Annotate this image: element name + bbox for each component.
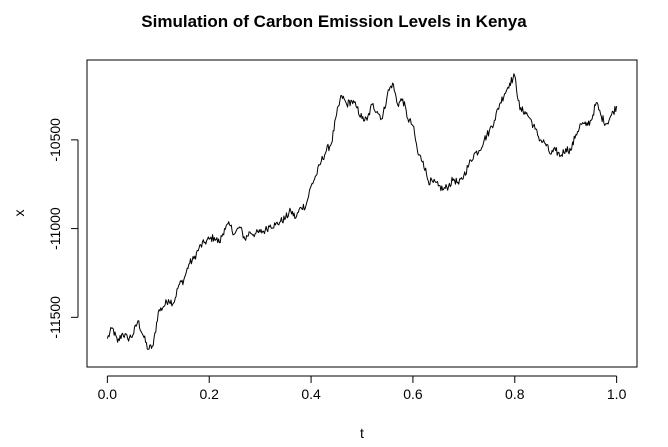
plot-frame [86,59,638,368]
x-tick-label: 0.0 [98,386,118,402]
x-tick-label: 0.6 [403,386,423,402]
x-axis: 0.0 0.2 0.4 0.6 0.8 1.0 [98,375,627,402]
series-line [106,73,618,350]
x-tick-label: 0.2 [199,386,219,402]
y-tick-label: -11500 [47,296,63,339]
y-axis: -10500 -11000 -11500 [47,118,79,339]
chart-title: Simulation of Carbon Emission Levels in … [141,12,527,31]
x-tick-label: 0.8 [505,386,525,402]
x-axis-label: t [360,425,364,441]
series-layer [106,73,618,350]
y-tick-label: -10500 [47,118,63,162]
y-tick-label: -11000 [47,207,63,250]
x-tick-label: 1.0 [607,386,627,402]
x-tick-label: 0.4 [301,386,321,402]
y-axis-label: x [11,210,27,217]
